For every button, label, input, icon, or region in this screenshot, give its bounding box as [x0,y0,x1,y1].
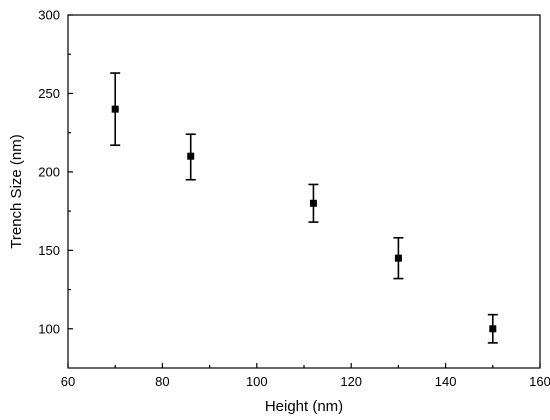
x-tick-label: 80 [155,374,169,389]
data-marks [110,72,498,344]
x-tick-label: 120 [340,374,362,389]
data-point [489,325,497,333]
y-axis-label: Trench Size (nm) [8,134,25,248]
data-point-group [110,72,121,147]
y-tick-label: 150 [38,243,60,258]
data-point-group [185,133,196,181]
x-tick-label: 100 [246,374,268,389]
x-tick-label: 160 [529,374,550,389]
data-point-group [393,236,404,280]
y-tick-label: 200 [38,164,60,179]
data-point-group [308,183,319,223]
y-tick-label: 300 [38,8,60,23]
x-axis-label: Height (nm) [265,398,343,415]
axes: 60 80 100 120 140 160 100 150 200 250 300 [38,8,550,390]
y-tick-label: 100 [38,321,60,336]
data-point [187,152,195,160]
data-point [111,105,119,113]
plot-frame [67,14,541,369]
data-point-group [487,313,498,344]
data-point [309,199,317,207]
y-tick-label: 250 [38,86,60,101]
x-tick-label: 140 [435,374,457,389]
data-point [394,254,402,262]
x-tick-label: 60 [61,374,75,389]
